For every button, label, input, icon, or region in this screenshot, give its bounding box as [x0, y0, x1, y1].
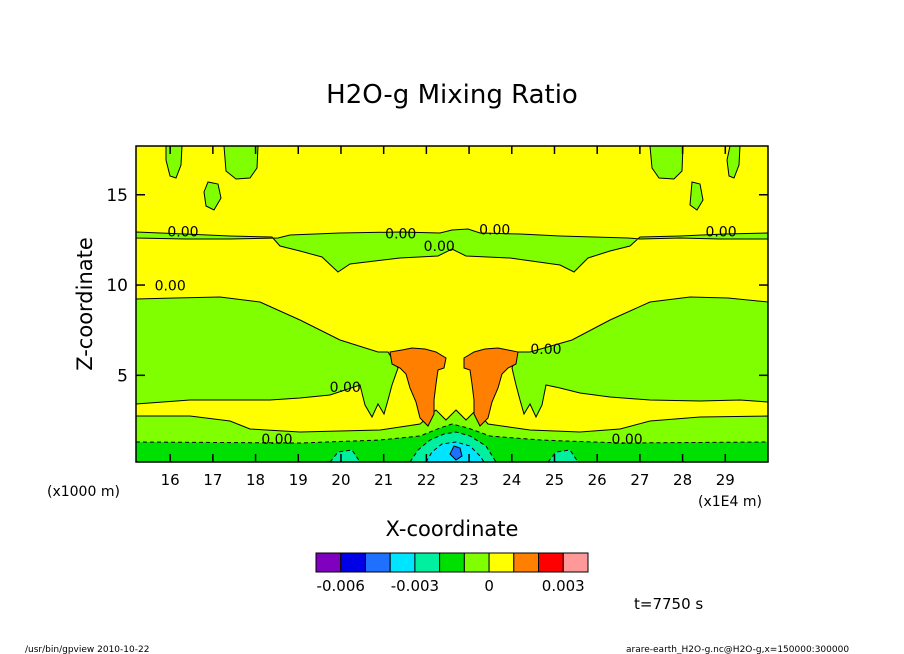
contour-label: 0.00 [261, 432, 292, 448]
colorbar: -0.006 -0.003 0 0.003 [315, 552, 589, 595]
colorbar-tick-label: -0.003 [391, 577, 439, 595]
x-tick-label: 24 [502, 471, 521, 489]
contour-label: 0.00 [479, 223, 510, 239]
chart-title: H2O-g Mixing Ratio [326, 80, 578, 110]
colorbar-swatch [439, 552, 465, 573]
low-level-region [329, 449, 361, 462]
low-level-region [547, 449, 579, 462]
colorbar-swatch [315, 552, 342, 573]
moist-region [136, 296, 399, 419]
y-tick-label: 10 [106, 276, 128, 296]
y-axis: 5 10 15 [106, 186, 768, 386]
colorbar-swatch [463, 552, 490, 573]
x-tick-label: 18 [246, 471, 265, 489]
colorbar-tick-label: -0.006 [317, 577, 365, 595]
contour-label: 0.00 [705, 224, 736, 240]
moist-region [203, 181, 222, 211]
moist-region [726, 146, 741, 179]
x-tick-label: 21 [374, 471, 393, 489]
x-tick-label: 20 [331, 471, 350, 489]
x-tick-label: 28 [673, 471, 692, 489]
low-level-region [449, 445, 463, 461]
plume-region [463, 347, 519, 427]
contour-label: 0.00 [155, 279, 186, 295]
contour-label: 0.00 [530, 342, 561, 358]
x-tick-label: 23 [460, 471, 479, 489]
colorbar-tick-label: 0 [484, 577, 494, 595]
x-tick-label: 26 [588, 471, 607, 489]
plume-region [389, 347, 447, 427]
x-tick-label: 27 [630, 471, 649, 489]
moist-region [136, 228, 768, 273]
x-tick-label: 19 [289, 471, 308, 489]
colorbar-swatch [513, 552, 540, 573]
plot-frame [135, 145, 769, 463]
moist-region [689, 181, 704, 211]
time-label: t=7750 s [634, 595, 703, 613]
colorbar-swatch [562, 552, 589, 573]
x-tick-label: 25 [545, 471, 564, 489]
contour-label: 0.00 [167, 224, 198, 240]
contour-label: 0.00 [385, 226, 416, 242]
colorbar-swatch [538, 552, 564, 573]
x-unit-left: (x1000 m) [47, 484, 120, 500]
x-tick-label: 29 [716, 471, 735, 489]
footer-right: arare-earth_H2O-g.nc@H2O-g,x=150000:3000… [626, 645, 849, 654]
x-tick-label: 17 [203, 471, 222, 489]
contour-label: 0.00 [424, 239, 455, 255]
x-axis-label: X-coordinate [386, 517, 519, 541]
plot-area: 0.00 0.00 0.00 0.00 0.00 0.00 0.00 0.00 0.00 0.00 [136, 146, 768, 462]
y-tick-label: 15 [106, 186, 128, 206]
colorbar-swatch [340, 552, 366, 573]
contour-label: 0.00 [611, 432, 642, 448]
colorbar-swatch [488, 552, 515, 573]
moist-region [223, 146, 259, 180]
colorbar-tick-label: 0.003 [542, 577, 585, 595]
moist-region [649, 146, 684, 180]
y-axis-label: Z-coordinate [73, 237, 97, 371]
colorbar-swatch [364, 552, 391, 573]
x-unit-right: (x1E4 m) [698, 494, 762, 510]
colorbar-swatch [389, 552, 416, 573]
footer-left: /usr/bin/gpview 2010-10-22 [25, 645, 149, 654]
y-tick-label: 5 [117, 366, 128, 386]
moist-region [511, 296, 768, 419]
colorbar-swatch [414, 552, 441, 573]
x-tick-label: 22 [417, 471, 436, 489]
x-axis: 16 17 18 19 20 21 22 23 24 25 26 27 28 29 [161, 146, 735, 489]
x-tick-label: 16 [161, 471, 180, 489]
contour-label: 0.00 [330, 380, 361, 396]
